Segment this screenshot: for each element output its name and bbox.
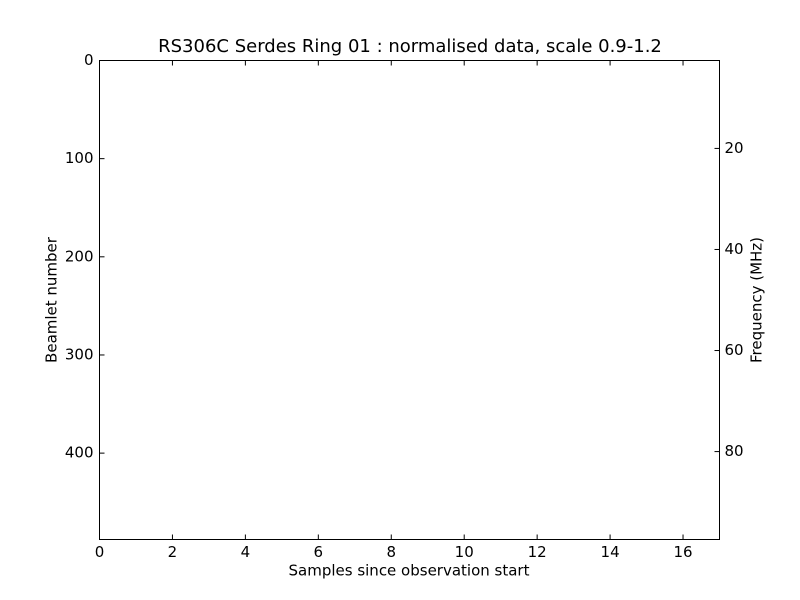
y2-tick-label: 80 [725, 442, 744, 460]
y-tick-label: 200 [65, 247, 94, 265]
y-tick-label: 300 [65, 345, 94, 363]
y-tick-label: 0 [84, 51, 94, 69]
x-tick-label: 6 [314, 543, 324, 561]
x-tick-label: 12 [528, 543, 547, 561]
plot-area [99, 60, 720, 540]
x-tick-label: 10 [455, 543, 474, 561]
y2-tick-label: 20 [725, 139, 744, 157]
x-tick-label: 4 [241, 543, 251, 561]
x-axis-label: Samples since observation start [289, 562, 530, 580]
chart-title: RS306C Serdes Ring 01 : normalised data,… [158, 36, 662, 57]
y-tick-label: 100 [65, 149, 94, 167]
y2-tick-label: 60 [725, 341, 744, 359]
y2-axis-label: Frequency (MHz) [748, 237, 766, 363]
x-tick-label: 2 [168, 543, 178, 561]
x-tick-label: 0 [95, 543, 105, 561]
y-tick-label: 400 [65, 444, 94, 462]
x-tick-label: 8 [386, 543, 396, 561]
y-axis-label: Beamlet number [43, 236, 61, 363]
x-tick-label: 16 [673, 543, 692, 561]
x-tick-label: 14 [601, 543, 620, 561]
y2-tick-label: 40 [725, 240, 744, 258]
